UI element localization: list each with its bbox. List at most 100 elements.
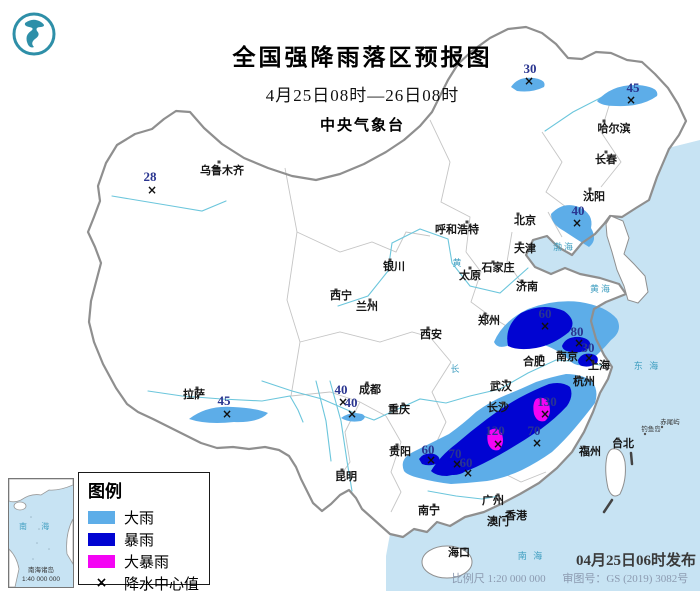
center-value: 70 [528,423,541,438]
rivers [111,91,639,500]
city-dot [368,298,372,302]
province-borders [284,95,622,513]
inset-guangdong-coast [9,479,73,503]
korea-peninsula [605,215,649,304]
city-label: 昆明 [335,470,357,483]
legend-swatch-heavy-rain [88,510,115,524]
center-x-icon: × [338,395,348,409]
inset-scale: 1:40 000 000 [22,576,60,583]
center-x-icon: × [626,93,636,107]
city-dot [365,381,369,385]
sea-label: 东 海 [634,360,661,371]
heavy-rainstorm-core-west [487,428,503,451]
sea-label: 南 海 [518,550,545,561]
city-label: 长春 [595,152,618,166]
center-x-icon: × [532,436,542,450]
river-label: 长 [450,363,459,374]
city-label: 南京 [556,349,578,363]
island-label: 赤尾屿 [660,417,680,426]
city-label: 呼和浩特 [435,222,479,236]
city-dot [518,241,522,245]
city-dot [501,401,505,405]
chiwei-island-dot [660,425,664,429]
center-x-icon: × [463,466,473,480]
city-label: 广州 [482,493,504,507]
x-marker-icon: × [95,575,108,591]
inset-hainan [13,501,27,511]
center-x-icon: × [540,319,550,333]
city-label: 武汉 [490,379,513,393]
city-dot [465,220,469,224]
city-label: 长沙 [487,400,509,414]
taiwan-island [605,448,626,497]
city-dot [588,187,592,191]
cma-logo [12,12,56,56]
city-label: 银川 [383,259,405,273]
china-national-border [86,25,688,539]
inset-map [9,479,73,587]
city-dot [334,288,338,292]
center-x-icon: × [540,407,550,421]
river-labels: 黄长 [450,257,461,374]
city-label: 沈阳 [583,189,605,203]
city-label: 香港 [504,508,528,522]
center-value: 40 [335,382,348,397]
city-label: 合肥 [523,354,545,368]
center-x-icon: × [222,407,232,421]
center-x-icon: × [452,457,462,471]
hainan-island [421,545,473,579]
issue-time: 04月25日06时发布 [575,553,696,569]
map-approval-number: 审图号：GS (2019) 3082号 [562,573,689,585]
city-label: 澳门 [487,514,509,528]
city-dot [496,493,500,497]
city-label: 西宁 [330,288,352,302]
rainstorm-guizhou-east-blob [441,459,468,475]
island-label: 钓鱼岛 [641,424,661,433]
city-label: 兰州 [356,299,378,313]
city-label: 哈尔滨 [598,121,631,135]
city-dot [483,312,487,316]
center-value: 130 [537,394,557,409]
city-dot [504,379,508,383]
diaoyu-island-dot [643,432,647,436]
city-dot [491,260,495,264]
rainstorm-guiyang-blob [419,453,440,466]
rain-patch-sichuan [341,413,365,422]
map-scale-row: 比例尺 1:20 000 000 审图号：GS (2019) 3082号 [430,570,700,586]
city-dot [217,160,221,164]
legend-row-heavy-rain: 大雨 [88,506,209,528]
city-label: 济南 [516,279,538,293]
city-label: 西安 [420,327,442,341]
inset-indochina [9,548,20,587]
legend-title: 图例 [88,482,122,501]
rain-layer-heavy-rainstorm [487,397,550,451]
city-dot [602,119,606,123]
city-dot [395,443,399,447]
rain-patch-tibet [189,406,268,423]
center-value: 70 [449,446,462,461]
city-dot [195,386,199,390]
city-label: 福州 [578,444,601,458]
rain-patch-north [511,77,545,92]
city-label: 贵阳 [389,444,411,458]
center-value: 45 [627,80,641,95]
city-label: 乌鲁木齐 [200,163,245,177]
city-dot [432,503,436,507]
city-dot [508,511,512,515]
center-x-icon: × [347,407,357,421]
sea-label: 黄海 [590,283,612,294]
legend-swatch-heavy-rainstorm [88,554,115,568]
legend-swatch-rainstorm [88,532,115,546]
center-x-icon: × [574,336,584,350]
city-dot [576,375,580,379]
city-dot [557,350,561,354]
rain-patch-northeast [597,84,658,107]
center-value: 60 [422,442,435,457]
center-value: 120 [485,423,505,438]
city-dot [582,445,586,449]
legend-label-heavy-rain: 大雨 [124,509,155,527]
